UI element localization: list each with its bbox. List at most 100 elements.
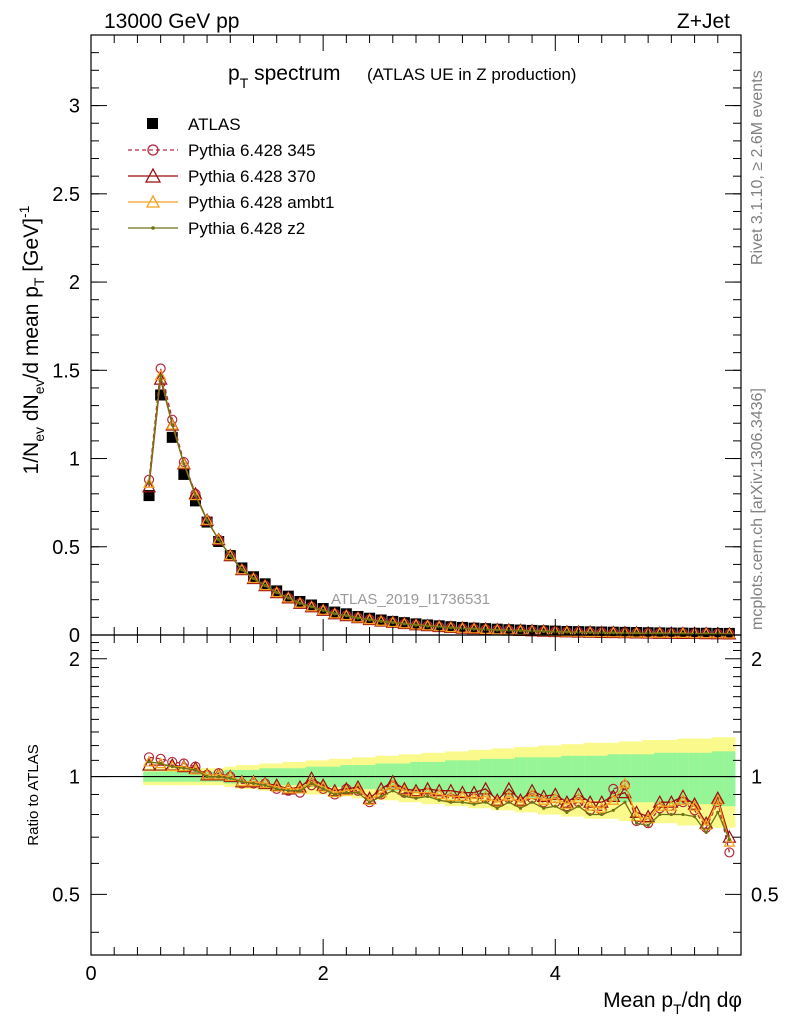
header-left: 13000 GeV pp <box>104 10 239 33</box>
legend: ATLAS Pythia 6.428 345 Pythia 6.428 370 … <box>128 115 334 238</box>
legend-entry-atlas: ATLAS <box>147 115 241 134</box>
series-point-pythia-6-428-370 <box>142 479 157 493</box>
ratio-point-pythia-6-428-ambt1 <box>444 790 457 801</box>
ratio-point-pythia-6-428-ambt1 <box>177 760 190 772</box>
uncertainty-band-inner <box>514 757 527 799</box>
ratio-point-pythia-6-428-ambt1 <box>595 802 608 813</box>
series-point-pythia-6-428-z2 <box>344 613 348 618</box>
series-point-pythia-6-428-z2 <box>170 423 174 427</box>
legend-entry-345: Pythia 6.428 345 <box>128 141 316 160</box>
ratio-point-pythia-6-428-ambt1 <box>676 794 689 805</box>
ratio-point-pythia-6-428-ambt1 <box>212 768 225 780</box>
series-point-pythia-6-428-z2 <box>367 618 372 622</box>
series-point-pythia-6-428-z2 <box>333 612 337 616</box>
series-point-pythia-6-428-z2 <box>147 481 151 485</box>
uncertainty-band-inner <box>584 755 597 801</box>
series-point-pythia-6-428-z2 <box>182 462 186 466</box>
series-point-pythia-6-428-z2 <box>588 630 592 635</box>
ratio-point-pythia-6-428-ambt1 <box>711 794 724 805</box>
ratio-point-pythia-6-428-ambt1 <box>491 795 504 807</box>
ratio-point-pythia-6-428-z2 <box>704 830 708 835</box>
ratio-point-pythia-6-428-z2 <box>217 774 221 779</box>
x-tick-label: 0 <box>85 963 96 985</box>
uncertainty-band-inner <box>677 752 690 805</box>
series-point-pythia-6-428-z2 <box>321 608 325 612</box>
ratio-point-pythia-6-428-370 <box>536 789 551 802</box>
ratio-point-pythia-6-428-z2 <box>495 806 499 810</box>
ratio-point-pythia-6-428-370 <box>559 794 574 808</box>
series-point-pythia-6-428-z2 <box>658 631 662 636</box>
ratio-point-pythia-6-428-z2 <box>159 761 163 766</box>
ratio-point-pythia-6-428-ambt1 <box>618 777 631 789</box>
ratio-ytick-label: 2 <box>69 649 80 671</box>
ratio-point-pythia-6-428-z2 <box>507 800 511 804</box>
ratio-point-pythia-6-428-ambt1 <box>607 794 620 805</box>
legend-label-ambt1: Pythia 6.428 ambt1 <box>188 193 334 212</box>
legend-label-z2: Pythia 6.428 z2 <box>188 219 305 238</box>
ratio-point-pythia-6-428-370 <box>374 781 389 795</box>
ratio-series-pythia-6-428-z2 <box>147 760 731 842</box>
series-point-pythia-6-428-370 <box>153 371 168 385</box>
ratio-point-pythia-6-428-z2 <box>426 794 430 798</box>
series-point-pythia-6-428-z2 <box>159 373 163 378</box>
ratio-point-pythia-6-428-z2 <box>600 812 604 817</box>
series-point-pythia-6-428-ambt1 <box>700 627 713 639</box>
series-point-pythia-6-428-ambt1 <box>189 489 202 501</box>
atlas-data-point <box>306 599 318 611</box>
atlas-data-point <box>259 578 271 590</box>
ratio-ytick-label: 0.5 <box>52 884 80 906</box>
series-point-pythia-6-428-z2 <box>309 605 314 609</box>
uncertainty-band-inner <box>433 761 446 793</box>
uncertainty-band-inner <box>479 758 492 797</box>
atlas-data-point <box>143 490 155 502</box>
ratio-point-pythia-6-428-370 <box>664 794 679 808</box>
series-point-pythia-6-428-z2 <box>634 631 639 635</box>
ratio-point-pythia-6-428-z2 <box>472 802 476 806</box>
ratio-point-pythia-6-428-370 <box>397 781 412 795</box>
ratio-point-pythia-6-428-z2 <box>727 838 731 842</box>
ratio-point-pythia-6-428-z2 <box>251 781 256 786</box>
header-right: Z+Jet <box>677 10 730 33</box>
series-point-pythia-6-428-370 <box>188 486 203 500</box>
main-ytick-label: 2 <box>69 272 80 294</box>
atlas-data-point <box>294 595 306 607</box>
chart-title: pT spectrum <box>228 62 340 91</box>
series-point-pythia-6-428-z2 <box>251 576 256 581</box>
ratio-point-pythia-6-428-ambt1 <box>514 795 527 807</box>
ratio-point-pythia-6-428-ambt1 <box>526 788 539 800</box>
ratio-point-pythia-6-428-ambt1 <box>572 792 585 803</box>
atlas-data-point <box>282 590 294 602</box>
main-ytick-label: 3 <box>69 96 80 118</box>
uncertainty-band-inner <box>468 760 481 795</box>
ratio-point-pythia-6-428-z2 <box>321 787 325 791</box>
uncertainty-band-inner <box>572 755 585 801</box>
rivet-label: Rivet 3.1.10, ≥ 2.6M events <box>749 70 766 265</box>
ratio-point-pythia-6-428-ambt1 <box>201 768 214 780</box>
ratio-point-pythia-6-428-370 <box>675 789 690 802</box>
main-ylabel: 1/Nev dNev/d mean pT [GeV]-1 <box>16 205 47 474</box>
uncertainty-band-inner <box>491 758 504 797</box>
ratio-point-pythia-6-428-ambt1 <box>502 790 515 801</box>
atlas-data-point <box>340 608 352 620</box>
ratio-point-pythia-6-428-370 <box>501 781 516 795</box>
ratio-point-pythia-6-428-345 <box>619 780 631 791</box>
ratio-point-pythia-6-428-ambt1 <box>328 786 341 798</box>
ratio-point-pythia-6-428-370 <box>385 774 400 788</box>
ratio-point-pythia-6-428-345 <box>724 847 735 858</box>
ratio-point-pythia-6-428-ambt1 <box>688 799 701 811</box>
ratio-point-pythia-6-428-ambt1 <box>653 799 666 811</box>
uncertainty-band-inner <box>526 757 539 799</box>
ratio-point-pythia-6-428-z2 <box>576 804 581 808</box>
ratio-point-pythia-6-428-370 <box>548 787 563 801</box>
series-point-pythia-6-428-z2 <box>542 629 546 634</box>
ratio-ylabel: Ratio to ATLAS <box>25 744 42 845</box>
ratio-point-pythia-6-428-370 <box>722 829 737 843</box>
ratio-point-pythia-6-428-370 <box>420 781 435 795</box>
ratio-ytick-label-right: 2 <box>751 649 762 671</box>
uncertainty-band-inner <box>445 760 457 795</box>
atlas-data-point <box>166 431 178 443</box>
mcplots-label: mcplots.cern.ch [arXiv:1306.3436] <box>749 388 766 630</box>
series-point-pythia-6-428-z2 <box>402 622 406 626</box>
ratio-point-pythia-6-428-z2 <box>658 812 662 817</box>
